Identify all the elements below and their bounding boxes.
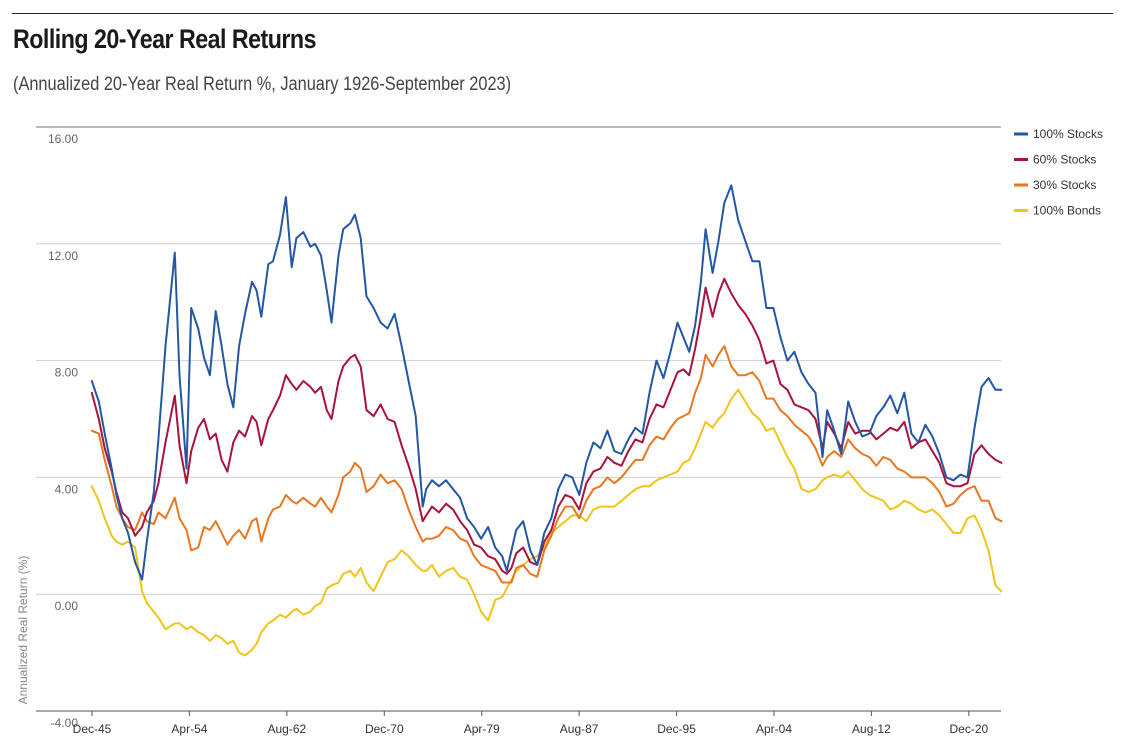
chart-title: Rolling 20-Year Real Returns	[13, 24, 317, 54]
y-tick-label: 12.00	[48, 249, 78, 263]
y-axis-ticks: 16.00 12.00 8.00 4.00 0.00 -4.00	[48, 132, 78, 730]
x-tick-label: Aug-62	[267, 722, 306, 736]
x-tick-label: Aug-12	[852, 722, 891, 736]
y-tick-label: 16.00	[48, 132, 78, 146]
x-tick-label: Dec-70	[365, 722, 404, 736]
chart-subtitle: (Annualized 20-Year Real Return %, Janua…	[13, 74, 512, 95]
x-tick-label: Dec-20	[950, 722, 989, 736]
x-tick-label: Apr-04	[756, 722, 792, 736]
legend-label: 100% Stocks	[1033, 127, 1103, 141]
x-tick-label: Apr-79	[464, 722, 500, 736]
top-rule	[12, 13, 1113, 14]
x-tick-label: Dec-45	[73, 722, 112, 736]
y-axis-label: Annualized Real Return (%)	[16, 556, 30, 705]
x-tick-label: Dec-95	[657, 722, 696, 736]
x-axis-ticks: Dec-45 Apr-54 Aug-62 Dec-70 Apr-79 Aug-87 Dec-…	[73, 711, 989, 736]
series-line-100-bonds	[90, 388, 1003, 657]
series-line-100-stocks	[90, 184, 1003, 581]
x-tick-label: Apr-54	[171, 722, 207, 736]
series-line-30-stocks	[90, 345, 1003, 584]
y-tick-label: 4.00	[55, 482, 79, 496]
y-tick-label: -4.00	[51, 716, 79, 730]
legend-label: 60% Stocks	[1033, 153, 1096, 167]
y-tick-label: 8.00	[55, 366, 79, 380]
legend-label: 30% Stocks	[1033, 178, 1096, 192]
legend: 100% Stocks 60% Stocks 30% Stocks 100% Bond…	[1014, 127, 1103, 218]
legend-label: 100% Bonds	[1033, 204, 1101, 218]
y-tick-label: 0.00	[55, 599, 79, 613]
series-lines	[90, 184, 1003, 657]
x-tick-label: Aug-87	[560, 722, 599, 736]
